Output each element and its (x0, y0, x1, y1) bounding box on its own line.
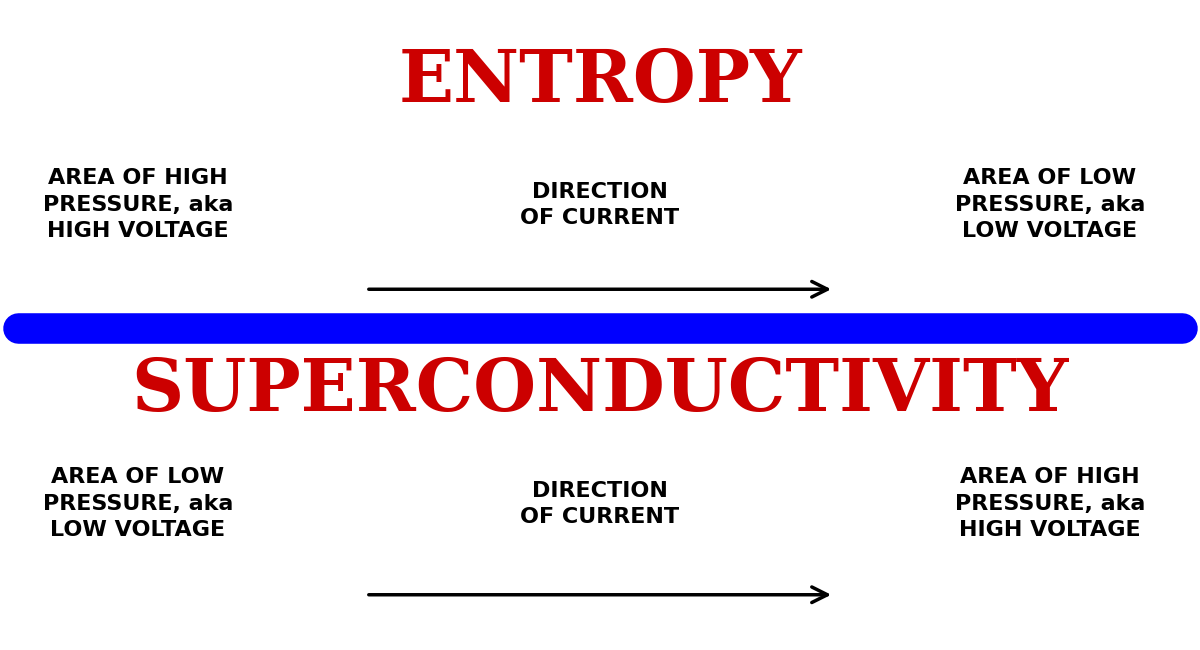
Text: ENTROPY: ENTROPY (398, 46, 802, 117)
Text: AREA OF LOW
PRESSURE, aka
LOW VOLTAGE: AREA OF LOW PRESSURE, aka LOW VOLTAGE (955, 168, 1145, 241)
Text: AREA OF LOW
PRESSURE, aka
LOW VOLTAGE: AREA OF LOW PRESSURE, aka LOW VOLTAGE (43, 467, 233, 540)
Text: AREA OF HIGH
PRESSURE, aka
HIGH VOLTAGE: AREA OF HIGH PRESSURE, aka HIGH VOLTAGE (955, 467, 1145, 540)
Text: AREA OF HIGH
PRESSURE, aka
HIGH VOLTAGE: AREA OF HIGH PRESSURE, aka HIGH VOLTAGE (43, 168, 233, 241)
Text: SUPERCONDUCTIVITY: SUPERCONDUCTIVITY (131, 354, 1069, 426)
Text: DIRECTION
OF CURRENT: DIRECTION OF CURRENT (521, 480, 679, 527)
Text: DIRECTION
OF CURRENT: DIRECTION OF CURRENT (521, 181, 679, 228)
